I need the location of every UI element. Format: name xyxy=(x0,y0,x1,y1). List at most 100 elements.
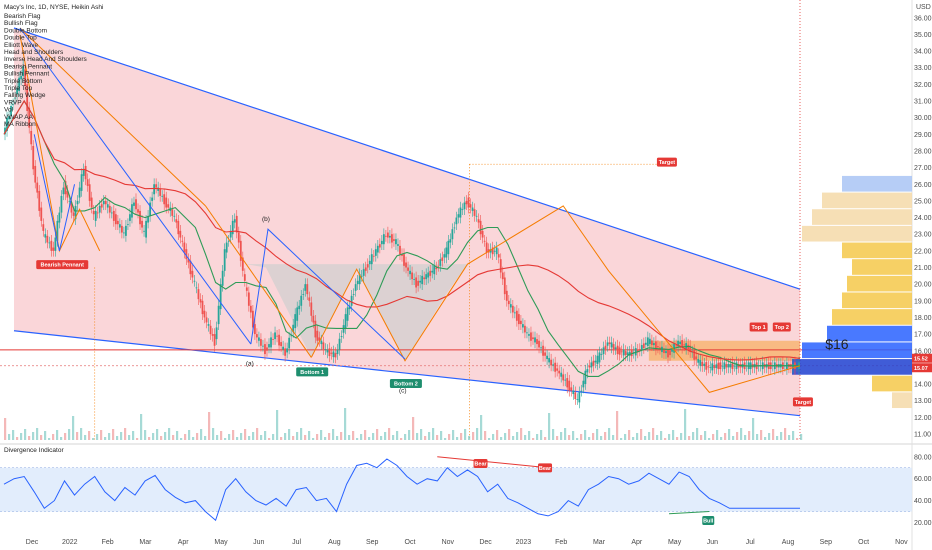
volume-bar xyxy=(392,435,395,440)
volume-bar xyxy=(308,431,311,440)
candle-body xyxy=(382,234,385,245)
volume-bar xyxy=(712,434,715,440)
volume-bar xyxy=(24,429,27,440)
volume-bar xyxy=(608,428,611,440)
candle-body xyxy=(552,364,555,366)
volume-bar xyxy=(540,430,543,440)
top-2-label: Top 2 xyxy=(775,325,789,331)
volume-bar xyxy=(640,429,643,440)
volume-bar xyxy=(500,437,503,440)
x-tick-label: Apr xyxy=(178,539,190,546)
volume-bar xyxy=(248,436,251,440)
y-tick-label: 14.00 xyxy=(914,382,932,389)
candle-body xyxy=(26,84,29,111)
candle-body xyxy=(727,364,730,368)
volume-bar xyxy=(276,410,279,440)
candle-body xyxy=(421,275,424,285)
volume-bar xyxy=(616,411,619,440)
volume-bar xyxy=(136,438,139,440)
y-tick-label: 19.00 xyxy=(914,298,932,305)
candle-body xyxy=(507,300,510,305)
candle-body xyxy=(419,280,422,283)
candle-body xyxy=(280,342,282,347)
candle-body xyxy=(417,280,420,286)
candle-body xyxy=(505,290,508,301)
candle-body xyxy=(282,346,285,350)
candle-body xyxy=(425,274,428,280)
volume-bar xyxy=(240,433,243,440)
candle-body xyxy=(485,242,488,253)
candle-body xyxy=(316,330,319,341)
candle-body xyxy=(292,324,295,333)
legend-item-15: MA Ribbon xyxy=(4,121,36,128)
volume-bar xyxy=(244,429,247,440)
volume-bar xyxy=(268,438,271,440)
volume-bar xyxy=(352,431,355,440)
candle-body xyxy=(276,335,278,337)
candle-body xyxy=(481,230,484,238)
x-tick-label: May xyxy=(668,539,682,546)
candle-body xyxy=(245,287,248,291)
candle-body xyxy=(590,362,593,368)
candle-body xyxy=(733,365,736,367)
candle-body xyxy=(636,349,639,353)
candle-body xyxy=(191,270,194,278)
candle-body xyxy=(562,374,565,381)
volume-bar xyxy=(628,430,631,440)
candle-body xyxy=(314,320,317,338)
volume-bar xyxy=(384,432,387,440)
price-16-label: $16 xyxy=(825,336,849,352)
volume-bar xyxy=(376,429,379,440)
candle-body xyxy=(239,240,242,261)
candle-body xyxy=(544,352,546,356)
candle-body xyxy=(707,366,710,368)
volume-bar xyxy=(100,430,103,440)
candle-body xyxy=(153,184,156,195)
candle-body xyxy=(358,274,361,285)
volume-profile-bar xyxy=(852,259,912,275)
candle-body xyxy=(310,302,313,316)
candle-body xyxy=(163,194,166,205)
candle-body xyxy=(84,165,87,180)
y-tick-label: 25.00 xyxy=(914,198,932,205)
candle-body xyxy=(318,337,321,341)
volume-bar xyxy=(688,436,691,440)
volume-bar xyxy=(668,434,671,440)
wave-b-label: (b) xyxy=(262,216,270,223)
candle-body xyxy=(147,215,149,223)
y-tick-label: 34.00 xyxy=(914,49,932,56)
candle-body xyxy=(389,235,391,238)
volume-bar xyxy=(736,432,739,440)
candle-body xyxy=(620,351,623,353)
candle-body xyxy=(211,334,214,336)
candle-body xyxy=(675,345,677,347)
volume-bar xyxy=(396,431,399,440)
wave-line-2 xyxy=(19,27,252,345)
candle-body xyxy=(131,204,133,218)
candle-body xyxy=(64,180,67,195)
candle-body xyxy=(241,257,244,271)
volume-bar xyxy=(416,433,419,440)
candle-body xyxy=(8,115,10,120)
volume-bar xyxy=(764,437,767,440)
candle-body xyxy=(251,310,254,328)
candle-body xyxy=(671,349,673,352)
candle-body xyxy=(237,232,240,243)
candle-body xyxy=(133,202,135,206)
candle-body xyxy=(491,247,494,255)
candle-body xyxy=(576,399,579,400)
volume-bar xyxy=(488,438,491,440)
target-label-top-bg xyxy=(656,157,677,167)
volume-bar xyxy=(64,433,67,440)
y-tick-label: 18.00 xyxy=(914,315,932,322)
candle-body xyxy=(465,200,468,205)
candle-body xyxy=(66,190,69,198)
candle-body xyxy=(701,361,704,367)
candle-body xyxy=(165,197,168,208)
volume-profile-bar xyxy=(832,309,912,325)
volume-bar xyxy=(776,436,779,440)
candle-body xyxy=(127,224,129,226)
volume-bar xyxy=(200,429,203,440)
candle-body xyxy=(568,380,571,391)
